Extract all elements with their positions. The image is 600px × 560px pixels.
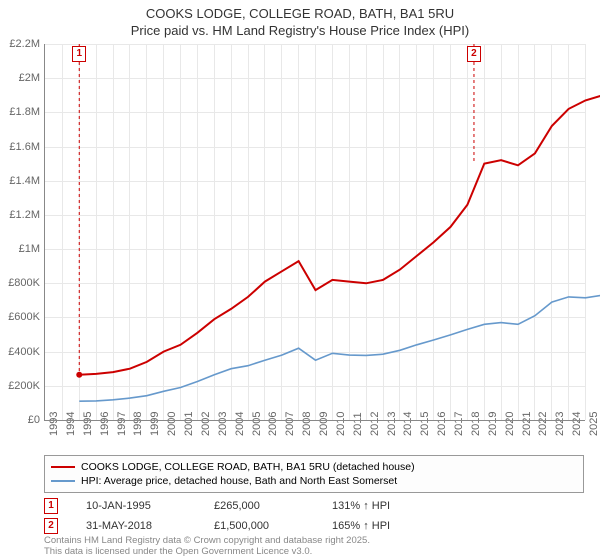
legend-label: COOKS LODGE, COLLEGE ROAD, BATH, BA1 5RU… [81,461,415,473]
sale-price: £1,500,000 [214,520,304,532]
y-tick-label: £1.8M [0,106,40,118]
legend-row: COOKS LODGE, COLLEGE ROAD, BATH, BA1 5RU… [51,460,577,474]
title-line-1: COOKS LODGE, COLLEGE ROAD, BATH, BA1 5RU [146,6,454,21]
x-tick-label: 2025 [588,406,600,436]
sale-pct: 131% ↑ HPI [332,500,390,512]
legend-row: HPI: Average price, detached house, Bath… [51,474,577,488]
y-tick-label: £400K [0,346,40,358]
footer-line-2: This data is licensed under the Open Gov… [44,546,312,557]
legend: COOKS LODGE, COLLEGE ROAD, BATH, BA1 5RU… [44,455,584,493]
y-tick-label: £2M [0,72,40,84]
sale-row: 1 10-JAN-1995 £265,000 131% ↑ HPI [44,496,390,516]
y-tick-label: £1.4M [0,175,40,187]
chart-container: COOKS LODGE, COLLEGE ROAD, BATH, BA1 5RU… [0,0,600,560]
sale-marker-2: 2 [467,46,481,62]
chart-title: COOKS LODGE, COLLEGE ROAD, BATH, BA1 5RU… [0,0,600,40]
sale-marker-1: 1 [72,46,86,62]
y-tick-label: £1.2M [0,209,40,221]
sale-date: 31-MAY-2018 [86,520,186,532]
legend-label: HPI: Average price, detached house, Bath… [81,475,397,487]
sale-date: 10-JAN-1995 [86,500,186,512]
y-tick-label: £1M [0,243,40,255]
footer: Contains HM Land Registry data © Crown c… [44,536,370,558]
y-tick-label: £2.2M [0,38,40,50]
y-tick-label: £200K [0,380,40,392]
title-line-2: Price paid vs. HM Land Registry's House … [131,23,469,38]
sale-pct: 165% ↑ HPI [332,520,390,532]
series-price_paid [79,95,600,374]
sale-price: £265,000 [214,500,304,512]
footer-line-1: Contains HM Land Registry data © Crown c… [44,535,370,546]
legend-swatch [51,466,75,468]
series-hpi [79,295,600,401]
sale-rows: 1 10-JAN-1995 £265,000 131% ↑ HPI 2 31-MAY-20… [44,496,390,536]
sale-badge: 1 [44,498,58,514]
y-tick-label: £1.6M [0,141,40,153]
y-tick-label: £0 [0,414,40,426]
y-tick-label: £800K [0,277,40,289]
legend-swatch [51,480,75,482]
sale-row: 2 31-MAY-2018 £1,500,000 165% ↑ HPI [44,516,390,536]
y-tick-label: £600K [0,311,40,323]
sale-badge: 2 [44,518,58,534]
plot-area: 12 [44,44,585,421]
line-svg [45,44,585,420]
